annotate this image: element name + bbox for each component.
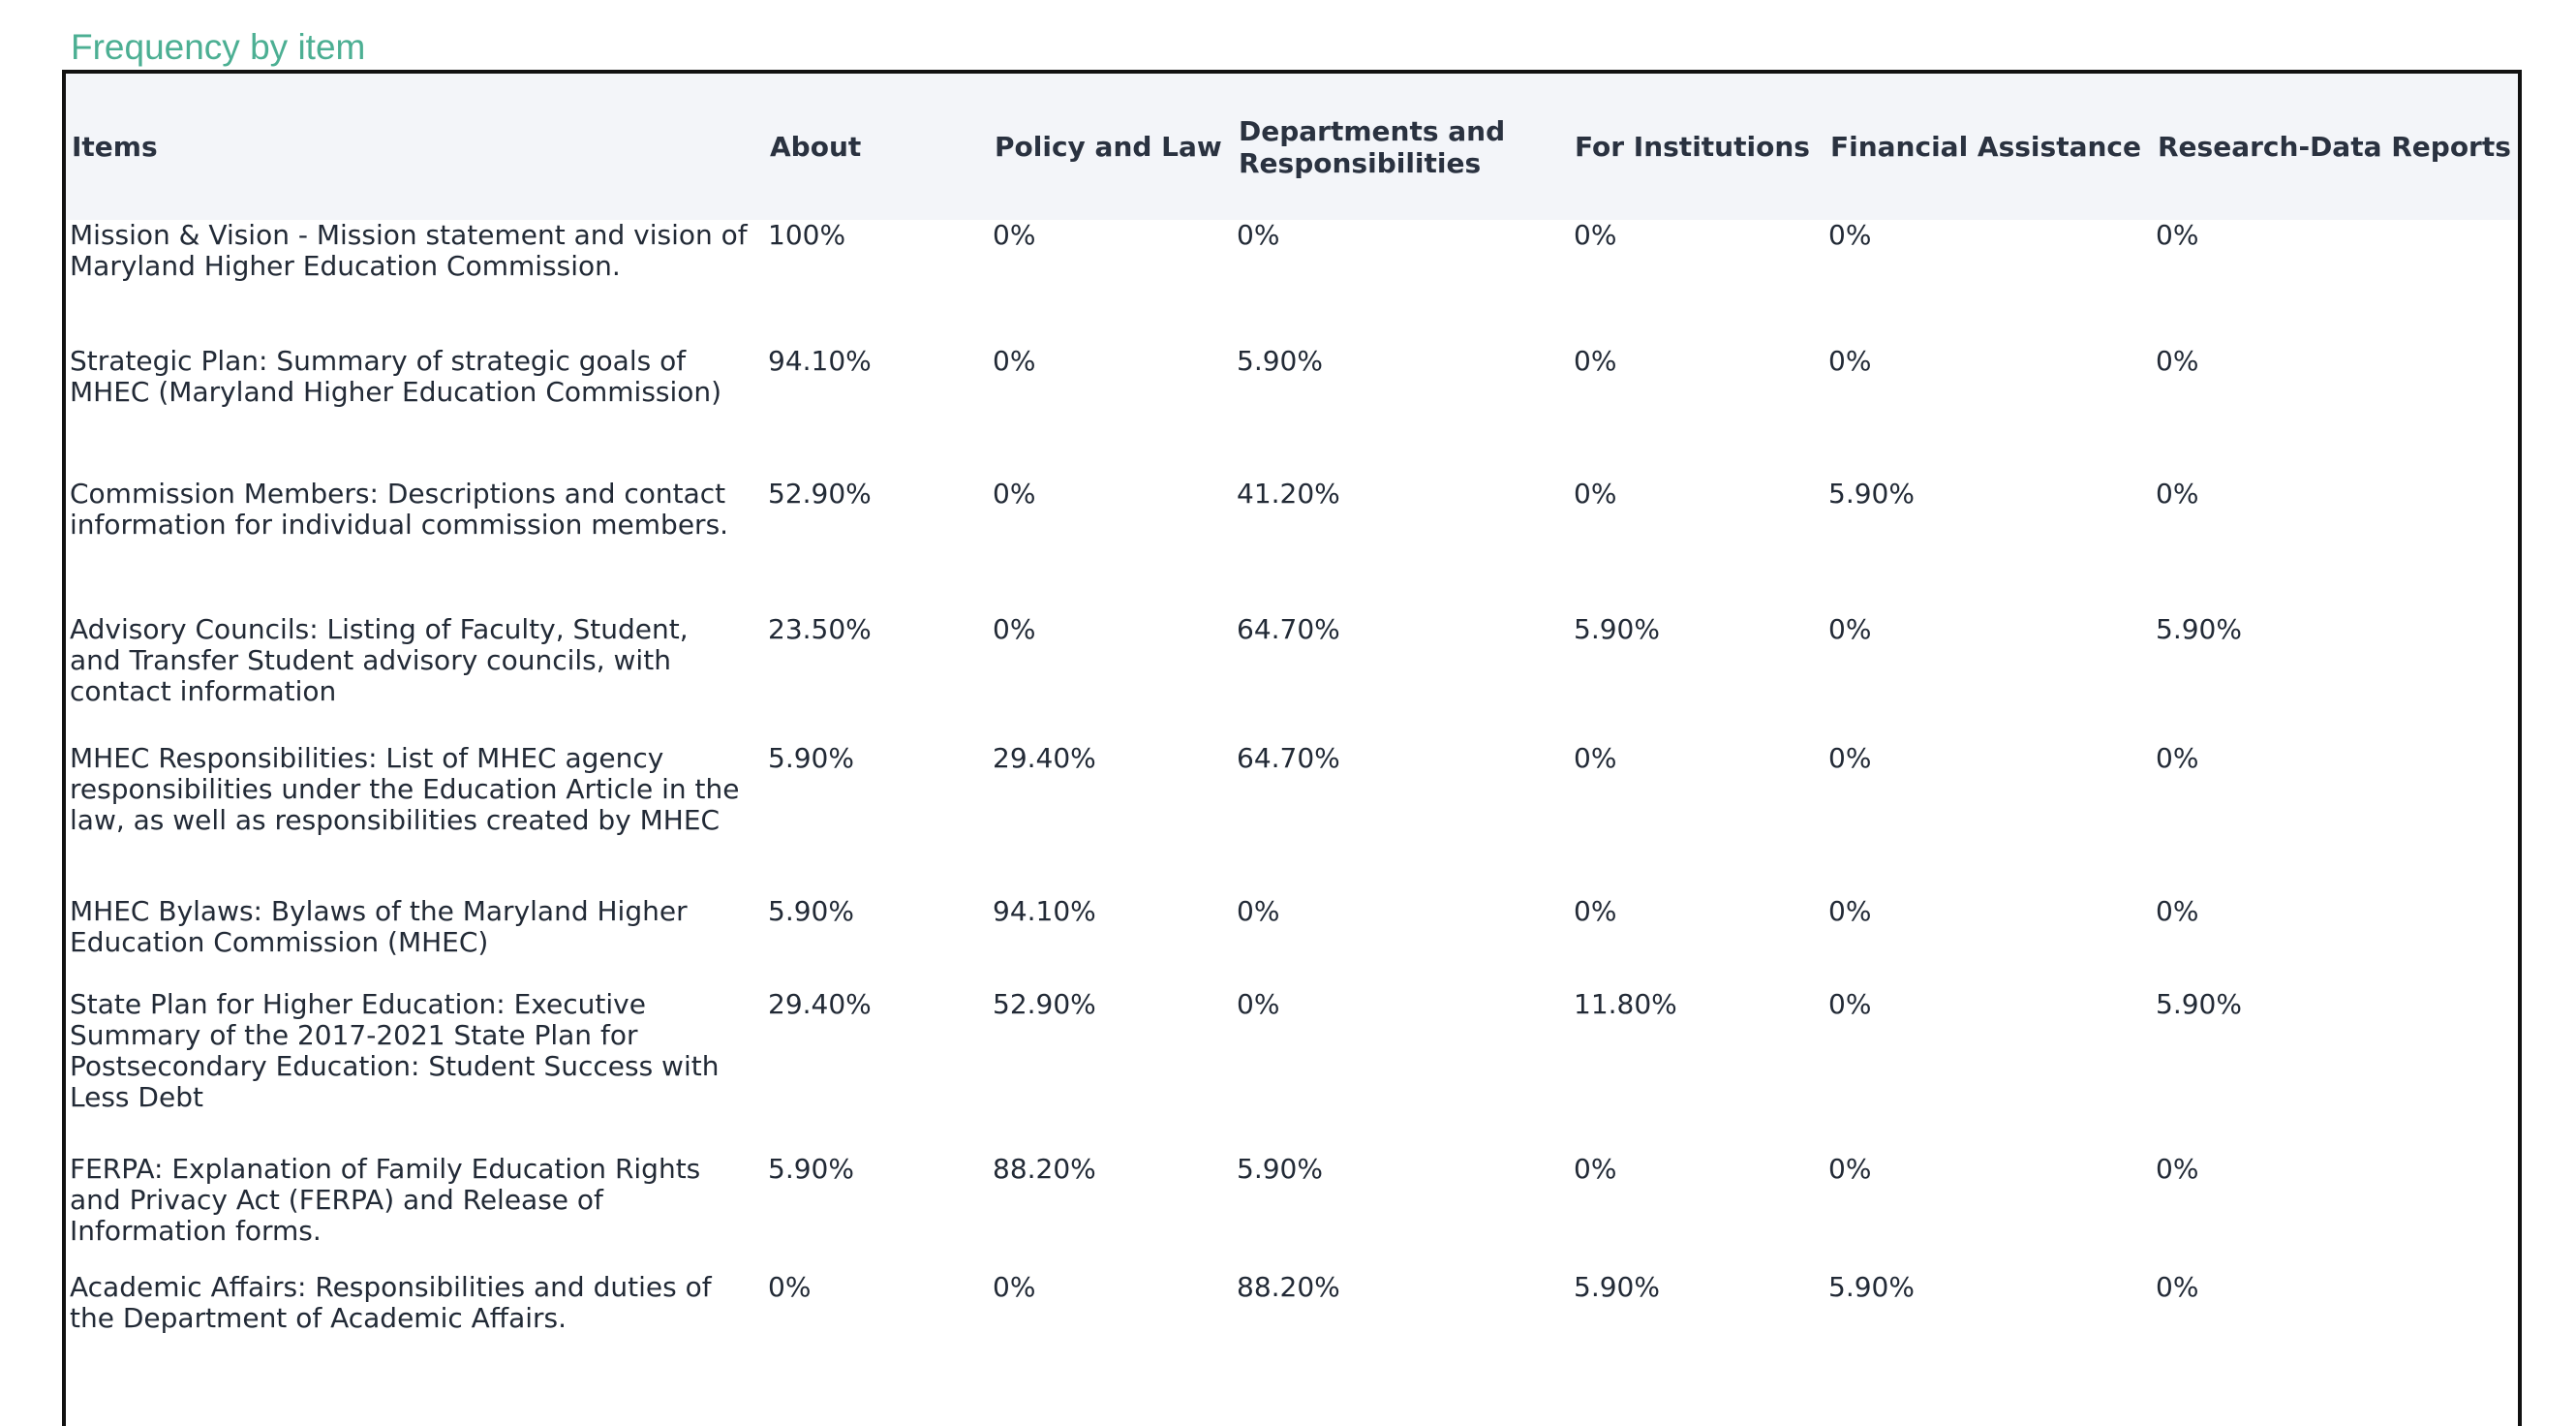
departments-cell: 88.20%: [1237, 1271, 1340, 1303]
item-cell: MHEC Responsibilities: List of MHEC agen…: [70, 742, 740, 836]
financial-cell: 0%: [1828, 988, 1872, 1020]
header-items: Items: [72, 131, 158, 163]
policy-cell: 0%: [993, 1271, 1036, 1303]
header-research-data-reports: Research-Data Reports: [2158, 131, 2511, 163]
institutions-cell: 5.90%: [1574, 1271, 1660, 1303]
policy-cell: 0%: [993, 219, 1036, 251]
item-cell: FERPA: Explanation of Family Education R…: [70, 1153, 701, 1247]
financial-cell: 5.90%: [1828, 478, 1915, 510]
about-cell: 100%: [768, 219, 846, 251]
about-cell: 52.90%: [768, 478, 872, 510]
about-cell: 0%: [768, 1271, 812, 1303]
institutions-cell: 5.90%: [1574, 613, 1660, 645]
about-cell: 5.90%: [768, 895, 854, 927]
header-policy-and-law: Policy and Law: [995, 131, 1222, 163]
policy-cell: 52.90%: [993, 988, 1096, 1020]
policy-cell: 94.10%: [993, 895, 1096, 927]
item-cell: State Plan for Higher Education: Executi…: [70, 988, 720, 1113]
header-departments-and-responsibilities: Departments and Responsibilities: [1239, 114, 1506, 179]
table-header-row: [66, 74, 2518, 220]
financial-cell: 5.90%: [1828, 1271, 1915, 1303]
research-cell: 0%: [2156, 1271, 2199, 1303]
departments-cell: 5.90%: [1237, 345, 1323, 377]
financial-cell: 0%: [1828, 345, 1872, 377]
item-cell: Strategic Plan: Summary of strategic goa…: [70, 345, 722, 408]
research-cell: 0%: [2156, 219, 2199, 251]
header-financial-assistance: Financial Assistance: [1830, 131, 2141, 163]
item-cell: Academic Affairs: Responsibilities and d…: [70, 1271, 712, 1334]
policy-cell: 29.40%: [993, 742, 1096, 774]
header-about: About: [770, 131, 862, 163]
policy-cell: 88.20%: [993, 1153, 1096, 1185]
institutions-cell: 0%: [1574, 1153, 1617, 1185]
research-cell: 5.90%: [2156, 988, 2242, 1020]
institutions-cell: 0%: [1574, 742, 1617, 774]
departments-cell: 0%: [1237, 895, 1280, 927]
departments-cell: 0%: [1237, 988, 1280, 1020]
frequency-title: Frequency by item: [71, 27, 366, 67]
policy-cell: 0%: [993, 613, 1036, 645]
item-cell: MHEC Bylaws: Bylaws of the Maryland High…: [70, 895, 688, 958]
institutions-cell: 0%: [1574, 478, 1617, 510]
research-cell: 0%: [2156, 895, 2199, 927]
item-cell: Mission & Vision - Mission statement and…: [70, 219, 748, 282]
financial-cell: 0%: [1828, 1153, 1872, 1185]
financial-cell: 0%: [1828, 219, 1872, 251]
about-cell: 5.90%: [768, 1153, 854, 1185]
research-cell: 5.90%: [2156, 613, 2242, 645]
institutions-cell: 11.80%: [1574, 988, 1677, 1020]
about-cell: 29.40%: [768, 988, 872, 1020]
about-cell: 94.10%: [768, 345, 872, 377]
header-for-institutions: For Institutions: [1575, 131, 1810, 163]
about-cell: 23.50%: [768, 613, 872, 645]
institutions-cell: 0%: [1574, 219, 1617, 251]
research-cell: 0%: [2156, 345, 2199, 377]
financial-cell: 0%: [1828, 895, 1872, 927]
research-cell: 0%: [2156, 742, 2199, 774]
about-cell: 5.90%: [768, 742, 854, 774]
departments-cell: 64.70%: [1237, 613, 1340, 645]
departments-cell: 64.70%: [1237, 742, 1340, 774]
item-cell: Advisory Councils: Listing of Faculty, S…: [70, 613, 689, 707]
research-cell: 0%: [2156, 1153, 2199, 1185]
institutions-cell: 0%: [1574, 895, 1617, 927]
policy-cell: 0%: [993, 478, 1036, 510]
institutions-cell: 0%: [1574, 345, 1617, 377]
research-cell: 0%: [2156, 478, 2199, 510]
departments-cell: 41.20%: [1237, 478, 1340, 510]
financial-cell: 0%: [1828, 613, 1872, 645]
policy-cell: 0%: [993, 345, 1036, 377]
departments-cell: 0%: [1237, 219, 1280, 251]
item-cell: Commission Members: Descriptions and con…: [70, 478, 729, 541]
departments-cell: 5.90%: [1237, 1153, 1323, 1185]
financial-cell: 0%: [1828, 742, 1872, 774]
frequency-table: [62, 70, 2522, 1426]
